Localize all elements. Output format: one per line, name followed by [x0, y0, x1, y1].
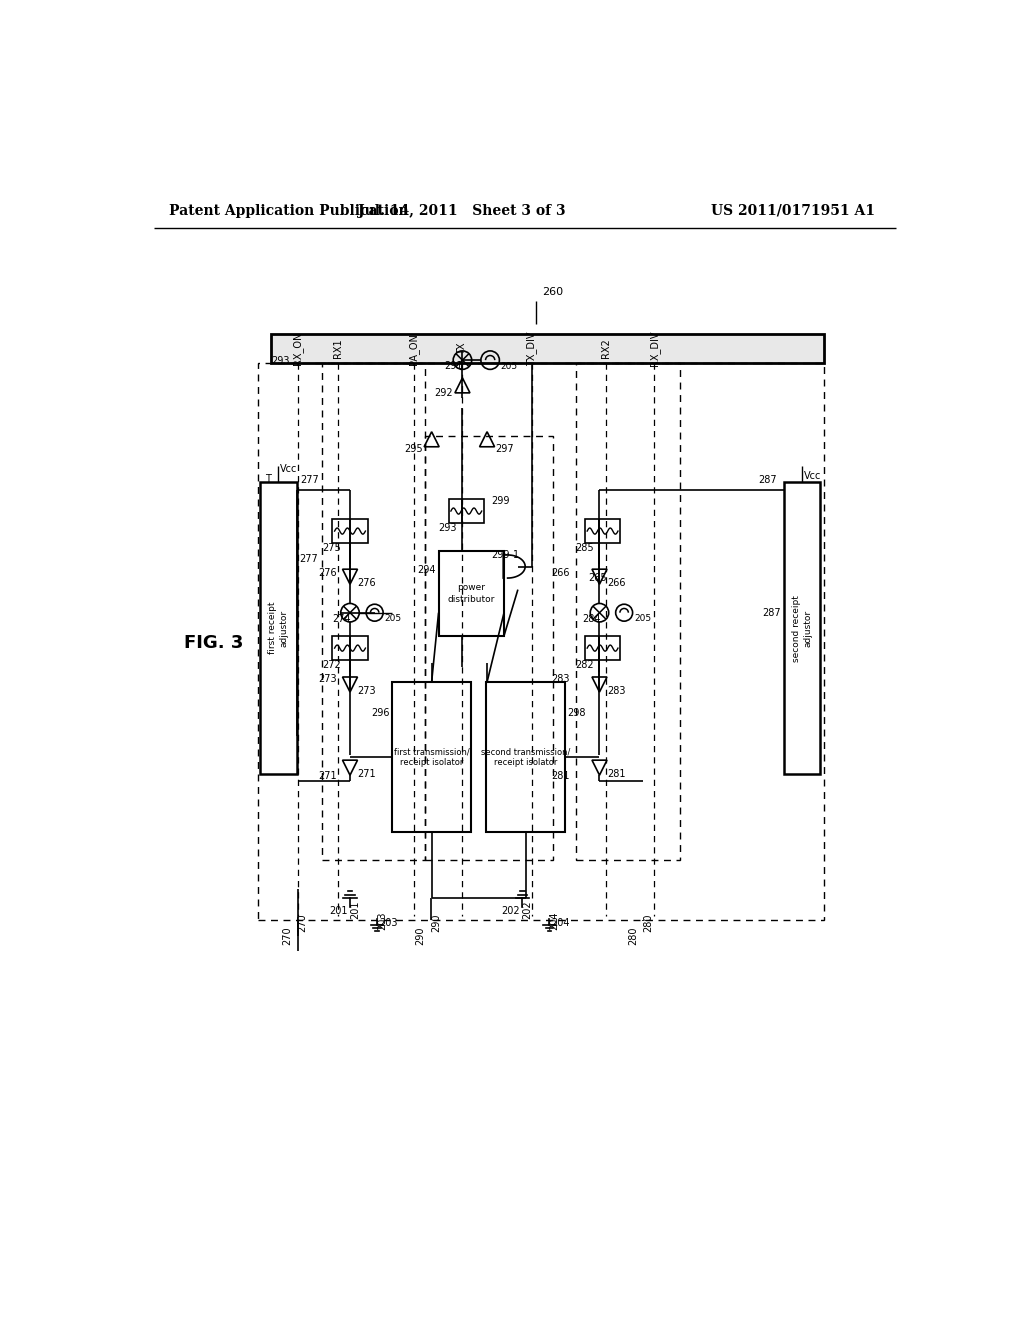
- Text: 202: 202: [522, 900, 532, 919]
- Text: 277: 277: [300, 475, 318, 486]
- Text: 293: 293: [271, 356, 290, 366]
- Text: 274: 274: [333, 614, 351, 624]
- Text: 296: 296: [372, 708, 390, 718]
- Text: 271: 271: [318, 771, 337, 781]
- Bar: [575, 363, 680, 859]
- Text: 281: 281: [607, 770, 626, 779]
- Text: 287: 287: [763, 607, 781, 618]
- Text: 281: 281: [551, 771, 569, 781]
- Text: 205: 205: [634, 614, 651, 623]
- Text: 291: 291: [444, 362, 463, 371]
- Text: 202: 202: [502, 906, 520, 916]
- Bar: [333, 636, 368, 660]
- Text: 201: 201: [329, 906, 348, 916]
- Text: 276: 276: [318, 568, 337, 578]
- Bar: [258, 363, 823, 920]
- Text: 275: 275: [323, 543, 341, 553]
- Text: PA_ON: PA_ON: [409, 333, 420, 364]
- Text: 272: 272: [323, 660, 341, 671]
- Text: 270: 270: [298, 913, 307, 932]
- Text: 260: 260: [543, 286, 563, 297]
- Bar: [322, 363, 425, 859]
- Text: 204: 204: [552, 917, 570, 928]
- Text: first transmission/
receipt isolator: first transmission/ receipt isolator: [394, 747, 470, 767]
- Text: 266: 266: [607, 578, 626, 589]
- Text: 271: 271: [357, 770, 377, 779]
- Bar: [486, 682, 565, 832]
- Bar: [585, 519, 621, 544]
- Text: RX_ON: RX_ON: [292, 331, 303, 366]
- Text: 294: 294: [418, 565, 436, 576]
- Bar: [438, 552, 504, 636]
- Text: second receipt
adjustor: second receipt adjustor: [792, 595, 812, 661]
- Text: 203: 203: [379, 917, 397, 928]
- Text: 270: 270: [283, 927, 292, 945]
- Text: 298: 298: [567, 708, 586, 718]
- Text: 285: 285: [574, 543, 594, 553]
- Text: 283: 283: [607, 686, 626, 696]
- Text: 265: 265: [589, 573, 607, 583]
- Text: 290: 290: [416, 927, 425, 945]
- Text: TX_DIV: TX_DIV: [526, 331, 538, 366]
- Text: first receipt
adjustor: first receipt adjustor: [268, 602, 289, 655]
- Text: power
distributor: power distributor: [447, 583, 495, 603]
- Bar: [270, 334, 823, 363]
- Text: 287: 287: [759, 475, 777, 486]
- Text: Vcc: Vcc: [280, 463, 297, 474]
- Text: 299: 299: [492, 496, 510, 506]
- Bar: [425, 436, 553, 859]
- Text: 283: 283: [551, 675, 569, 684]
- Text: 292: 292: [435, 388, 454, 399]
- Text: 203: 203: [377, 911, 387, 929]
- Bar: [585, 636, 621, 660]
- Text: 293: 293: [438, 523, 457, 533]
- Text: 295: 295: [403, 445, 423, 454]
- Text: 276: 276: [357, 578, 377, 589]
- Text: 282: 282: [574, 660, 594, 671]
- Text: second transmission/
receipt isolator: second transmission/ receipt isolator: [481, 747, 570, 767]
- Text: Vcc: Vcc: [804, 471, 821, 480]
- Text: 290: 290: [431, 913, 441, 932]
- Text: 205: 205: [500, 362, 517, 371]
- Text: 273: 273: [318, 675, 337, 684]
- Text: Patent Application Publication: Patent Application Publication: [169, 203, 409, 218]
- Text: RX_DIV: RX_DIV: [649, 331, 659, 367]
- Text: 280: 280: [628, 927, 638, 945]
- Text: 273: 273: [357, 686, 377, 696]
- Text: Jul. 14, 2011   Sheet 3 of 3: Jul. 14, 2011 Sheet 3 of 3: [357, 203, 565, 218]
- Text: 204: 204: [550, 911, 559, 929]
- Text: T: T: [265, 474, 270, 484]
- Bar: [392, 682, 471, 832]
- Text: 205: 205: [385, 614, 401, 623]
- Text: 299-1: 299-1: [492, 550, 520, 560]
- Bar: [783, 482, 820, 775]
- Text: TX: TX: [458, 342, 467, 355]
- Text: 284: 284: [582, 614, 600, 624]
- Bar: [333, 519, 368, 544]
- Bar: [260, 482, 297, 775]
- Text: 280: 280: [643, 913, 653, 932]
- Text: RX1: RX1: [334, 339, 343, 359]
- Text: FIG. 3: FIG. 3: [184, 635, 244, 652]
- Bar: [449, 499, 484, 524]
- Text: 201: 201: [350, 900, 360, 919]
- Text: 277: 277: [299, 554, 317, 564]
- Text: US 2011/0171951 A1: US 2011/0171951 A1: [711, 203, 874, 218]
- Text: 266: 266: [551, 568, 569, 578]
- Text: RX2: RX2: [601, 339, 611, 359]
- Text: 297: 297: [495, 445, 513, 454]
